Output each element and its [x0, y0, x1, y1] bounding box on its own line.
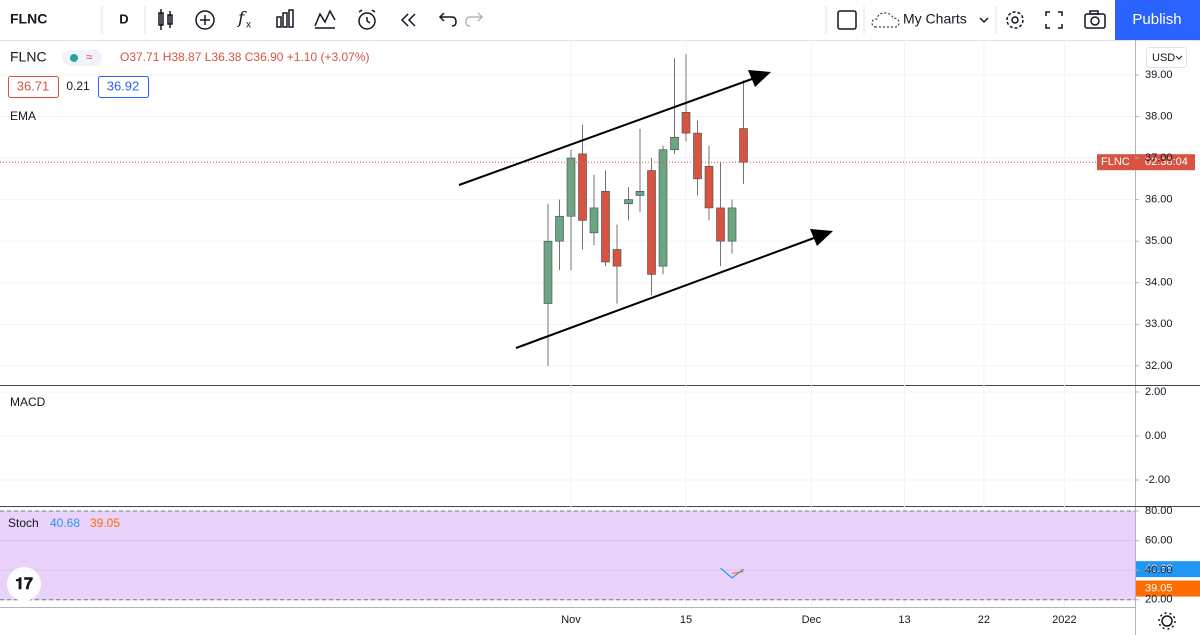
y-tick-label: 37.00 — [1145, 152, 1173, 164]
redo-button — [465, 12, 484, 27]
candle-body — [578, 153, 587, 221]
bid-price[interactable]: 36.71 — [17, 78, 50, 93]
candle-body — [612, 249, 622, 267]
y-tick-label: 35.00 — [1145, 235, 1173, 247]
candle-body — [739, 128, 748, 163]
x-tick-label: Dec — [802, 614, 822, 626]
candle-body — [555, 215, 564, 242]
candle-body — [681, 112, 691, 134]
chart-type-button[interactable] — [158, 9, 173, 30]
publish-label[interactable]: Publish — [1132, 11, 1181, 28]
ask-price[interactable]: 36.92 — [107, 78, 140, 93]
last-price-countdown: 02:38:04 — [1145, 156, 1188, 168]
svg-text:x: x — [246, 20, 251, 31]
layout-name[interactable]: My Charts — [903, 11, 967, 27]
y-tick-label: 2.00 — [1145, 386, 1166, 398]
value-badge — [1136, 561, 1200, 578]
spread: 0.21 — [66, 79, 90, 93]
x-tick-label: 15 — [680, 614, 692, 626]
legend-ohlc: O37.71 H38.87 L36.38 C36.90 +1.10 (+3.07… — [120, 50, 370, 64]
x-tick-label: Nov — [561, 614, 581, 626]
candle-body — [670, 136, 679, 151]
candle-body — [647, 170, 656, 275]
last-price-badge — [1097, 154, 1195, 171]
snapshot-button[interactable] — [1084, 10, 1106, 29]
bid-box[interactable] — [8, 76, 59, 98]
legend-status: ≈ — [62, 50, 102, 66]
grid — [0, 40, 1135, 607]
replay-button[interactable] — [400, 13, 416, 27]
candle-body — [601, 191, 610, 263]
candle-body — [716, 207, 725, 242]
ask-box[interactable] — [98, 76, 149, 98]
templates-button[interactable] — [276, 9, 294, 28]
stoch-d-value: 39.05 — [90, 516, 120, 530]
marks — [0, 54, 1135, 579]
axis-settings-button[interactable] — [1158, 612, 1176, 630]
currency-menu[interactable]: USD — [1146, 47, 1187, 68]
indicator-label: MACD — [10, 395, 46, 409]
y-tick-label: 32.00 — [1145, 360, 1173, 372]
candle-body — [635, 191, 645, 196]
currency-label[interactable]: USD — [1152, 52, 1175, 64]
y-tick-label: 39.00 — [1145, 69, 1173, 81]
y-tick-label: 40.00 — [1145, 564, 1173, 576]
indicator-label: EMA — [10, 109, 36, 123]
fullscreen-button[interactable] — [1045, 11, 1063, 29]
legend-symbol: FLNC — [10, 49, 47, 65]
x-tick-label: 2022 — [1052, 614, 1076, 626]
tradingview-logo[interactable]: 𝟏𝟕 — [7, 567, 41, 601]
price-badges: FLNC 02:38:04 40.68 39.05 — [1097, 154, 1200, 597]
svg-text:f: f — [236, 9, 247, 29]
svg-text:𝟏𝟕: 𝟏𝟕 — [15, 576, 33, 593]
settings-button[interactable] — [1006, 11, 1024, 29]
indicator-label: Stoch — [8, 516, 39, 530]
y-tick-label: 33.00 — [1145, 318, 1173, 330]
y-tick-label: 0.00 — [1145, 430, 1166, 442]
value-badge-label: 39.05 — [1145, 582, 1173, 594]
strategy-button[interactable] — [314, 9, 336, 29]
layout-menu[interactable]: My Charts — [871, 11, 989, 28]
interval-button[interactable]: D — [119, 11, 128, 26]
stoch-band — [0, 510, 1135, 600]
x-tick-label: 13 — [898, 614, 910, 626]
y-tick-label: 38.00 — [1145, 110, 1173, 122]
trend-arrows — [458, 70, 833, 349]
last-price-symbol: FLNC — [1101, 156, 1130, 168]
compare-button[interactable] — [195, 10, 215, 30]
y-tick-label: 20.00 — [1145, 594, 1173, 606]
candle-body — [727, 207, 737, 242]
y-tick-label: 34.00 — [1145, 277, 1173, 289]
symbol-button[interactable]: FLNC — [10, 11, 47, 27]
fullscreen-toggle[interactable] — [837, 10, 857, 30]
y-tick-label: 60.00 — [1145, 534, 1173, 546]
toolbar — [0, 0, 1200, 40]
svg-text:≈: ≈ — [86, 50, 93, 64]
value-badge — [1136, 580, 1200, 597]
candle-body — [658, 149, 668, 267]
x-tick-label: 22 — [978, 614, 990, 626]
stoch-line — [731, 570, 744, 575]
y-tick-label: -2.00 — [1145, 474, 1170, 486]
candle-body — [624, 199, 633, 205]
candle-body — [693, 132, 702, 180]
publish-button[interactable]: Publish — [1115, 0, 1200, 40]
undo-button[interactable] — [438, 12, 457, 27]
candle-body — [566, 157, 576, 217]
candle-body — [589, 207, 599, 234]
y-tick-label: 80.00 — [1145, 505, 1173, 517]
stoch-k-value: 40.68 — [50, 516, 80, 530]
candle-body — [543, 240, 553, 304]
alert-button[interactable] — [358, 9, 376, 30]
candle-body — [704, 166, 714, 209]
value-badge-label: 40.68 — [1145, 563, 1173, 575]
y-tick-label: 36.00 — [1145, 194, 1173, 206]
